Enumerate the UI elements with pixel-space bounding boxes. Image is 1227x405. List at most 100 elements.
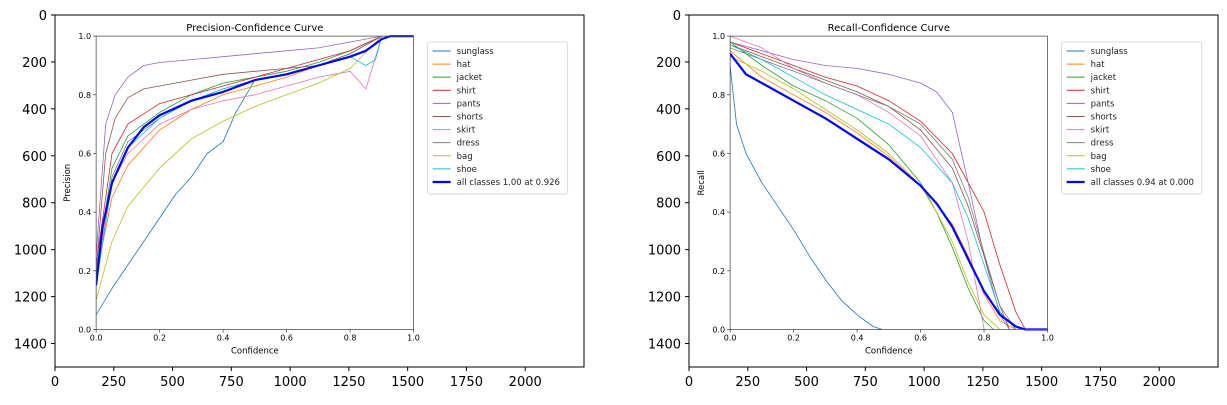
inner-title: Precision-Confidence Curve (186, 23, 323, 34)
inner-y-tick-label: 0.2 (712, 267, 725, 276)
outer-frame (54, 14, 585, 368)
outer-y-tick-label: 1000 (14, 244, 47, 259)
series-line-1 (730, 50, 1016, 330)
series-line-10 (730, 53, 1048, 331)
outer-x-tick-label: 750 (853, 375, 878, 390)
legend-entry: hat (1091, 60, 1106, 70)
legend-box (427, 41, 569, 195)
outer-y-tick-label: 1200 (14, 291, 47, 306)
legend-entry: skirt (457, 126, 476, 136)
legend: sunglass hat jacket shirt pants shorts skirt dr… (427, 41, 569, 195)
outer-y-tick-label: 800 (22, 197, 47, 212)
inner-x-tick-label: 0.2 (787, 333, 800, 342)
inner-y-tick-label: 1.0 (78, 32, 91, 41)
outer-x-tick-label: 1750 (1084, 375, 1117, 390)
legend-entry: bag (1091, 152, 1107, 162)
legend-entry: shoe (1091, 165, 1111, 175)
legend: sunglass hat jacket shirt pants shorts skirt dr… (1061, 41, 1203, 195)
outer-x-tick-label: 500 (794, 375, 819, 390)
legend-entry: shoe (457, 165, 477, 175)
legend-entry: dress (1091, 139, 1114, 149)
legend-entry: all classes 1.00 at 0.926 (457, 178, 560, 188)
inner-x-tick-label: 0.2 (153, 333, 166, 342)
outer-x-tick-label: 1000 (274, 375, 307, 390)
inner-x-tick-label: 0.6 (280, 333, 293, 342)
series-group (730, 35, 1048, 331)
inner-y-tick-label: 0.8 (78, 91, 91, 100)
outer-y-tick-label: 1400 (648, 338, 681, 353)
outer-x-tick-label: 1250 (332, 375, 365, 390)
series-line-0 (730, 65, 883, 330)
legend-entry: jacket (1090, 73, 1117, 83)
inner-x-tick-label: 0.4 (851, 333, 864, 342)
legend-entry: all classes 0.94 at 0.000 (1091, 178, 1194, 188)
legend-entry: sunglass (1091, 47, 1129, 57)
series-line-3 (96, 35, 382, 265)
outer-y-tick-label: 400 (656, 103, 681, 118)
inner-y-tick-label: 0.4 (712, 208, 725, 217)
series-line-6 (96, 35, 383, 277)
legend-entry: shorts (1091, 112, 1118, 122)
legend-entry: shirt (457, 86, 477, 96)
series-line-7 (730, 47, 1017, 330)
legend-entry: sunglass (457, 47, 495, 57)
subplot-0: Precision-Confidence Curve 0.0 0.2 0.4 0.6 0.… (14, 9, 585, 390)
inner-y-axis-label: Precision (63, 164, 73, 202)
inner-plot: Recall-Confidence Curve 0.0 0.2 0.4 0.6 0.8 1.… (697, 23, 1203, 356)
outer-y-tick-label: 1200 (648, 291, 681, 306)
inner-y-tick-label: 1.0 (712, 32, 725, 41)
inner-y-tick-label: 0.0 (712, 325, 725, 334)
outer-x-tick-label: 1500 (391, 375, 424, 390)
inner-y-tick-label: 0.0 (78, 325, 91, 334)
inner-y-axis-label: Recall (697, 170, 707, 195)
inner-x-tick-label: 0.4 (217, 333, 230, 342)
outer-y-tick-label: 600 (22, 150, 47, 165)
outer-x-tick-label: 250 (735, 375, 760, 390)
inner-x-axis-label: Confidence (865, 346, 913, 356)
legend-entry: dress (457, 139, 480, 149)
inner-x-tick-label: 0.0 (724, 333, 737, 342)
inner-x-tick-label: 1.0 (407, 333, 420, 342)
outer-x-tick-label: 0 (685, 375, 693, 390)
outer-x-tick-label: 1000 (908, 375, 941, 390)
legend-entry: skirt (1091, 126, 1110, 136)
series-line-2 (730, 41, 994, 330)
inner-x-tick-label: 0.6 (914, 333, 927, 342)
inner-x-tick-label: 1.0 (1041, 333, 1054, 342)
inner-title: Recall-Confidence Curve (828, 23, 950, 34)
inner-frame (95, 35, 414, 330)
outer-y-tick-label: 400 (22, 103, 47, 118)
legend-entry: bag (457, 152, 473, 162)
outer-x-tick-label: 750 (219, 375, 244, 390)
outer-y-tick-label: 600 (656, 150, 681, 165)
inner-x-axis-label: Confidence (231, 346, 279, 356)
inner-x-tick-label: 0.0 (90, 333, 103, 342)
inner-y-tick-label: 0.2 (78, 267, 91, 276)
legend-entry: shirt (1091, 86, 1111, 96)
legend-entry: pants (1091, 99, 1115, 109)
series-line-8 (730, 56, 1001, 330)
series-line-10 (96, 35, 414, 286)
legend-box (1061, 41, 1203, 195)
outer-y-tick-label: 800 (656, 197, 681, 212)
series-group (96, 35, 414, 316)
legend-entry: pants (457, 99, 481, 109)
outer-y-tick-label: 200 (656, 56, 681, 71)
series-line-8 (96, 35, 383, 301)
outer-y-tick-label: 1400 (14, 338, 47, 353)
outer-y-tick-label: 0 (673, 9, 681, 24)
inner-y-tick-label: 0.6 (712, 149, 725, 158)
outer-x-tick-label: 500 (160, 375, 185, 390)
inner-plot: Precision-Confidence Curve 0.0 0.2 0.4 0.6 0.… (63, 23, 569, 356)
legend-entry: hat (457, 60, 472, 70)
outer-y-tick-label: 0 (39, 9, 47, 24)
outer-x-tick-label: 1250 (966, 375, 999, 390)
inner-y-tick-label: 0.6 (78, 149, 91, 158)
series-line-4 (96, 35, 382, 257)
outer-x-tick-label: 250 (101, 375, 126, 390)
series-line-2 (96, 35, 382, 271)
outer-x-tick-label: 1500 (1025, 375, 1058, 390)
series-line-6 (730, 35, 985, 330)
series-line-9 (730, 44, 1017, 330)
